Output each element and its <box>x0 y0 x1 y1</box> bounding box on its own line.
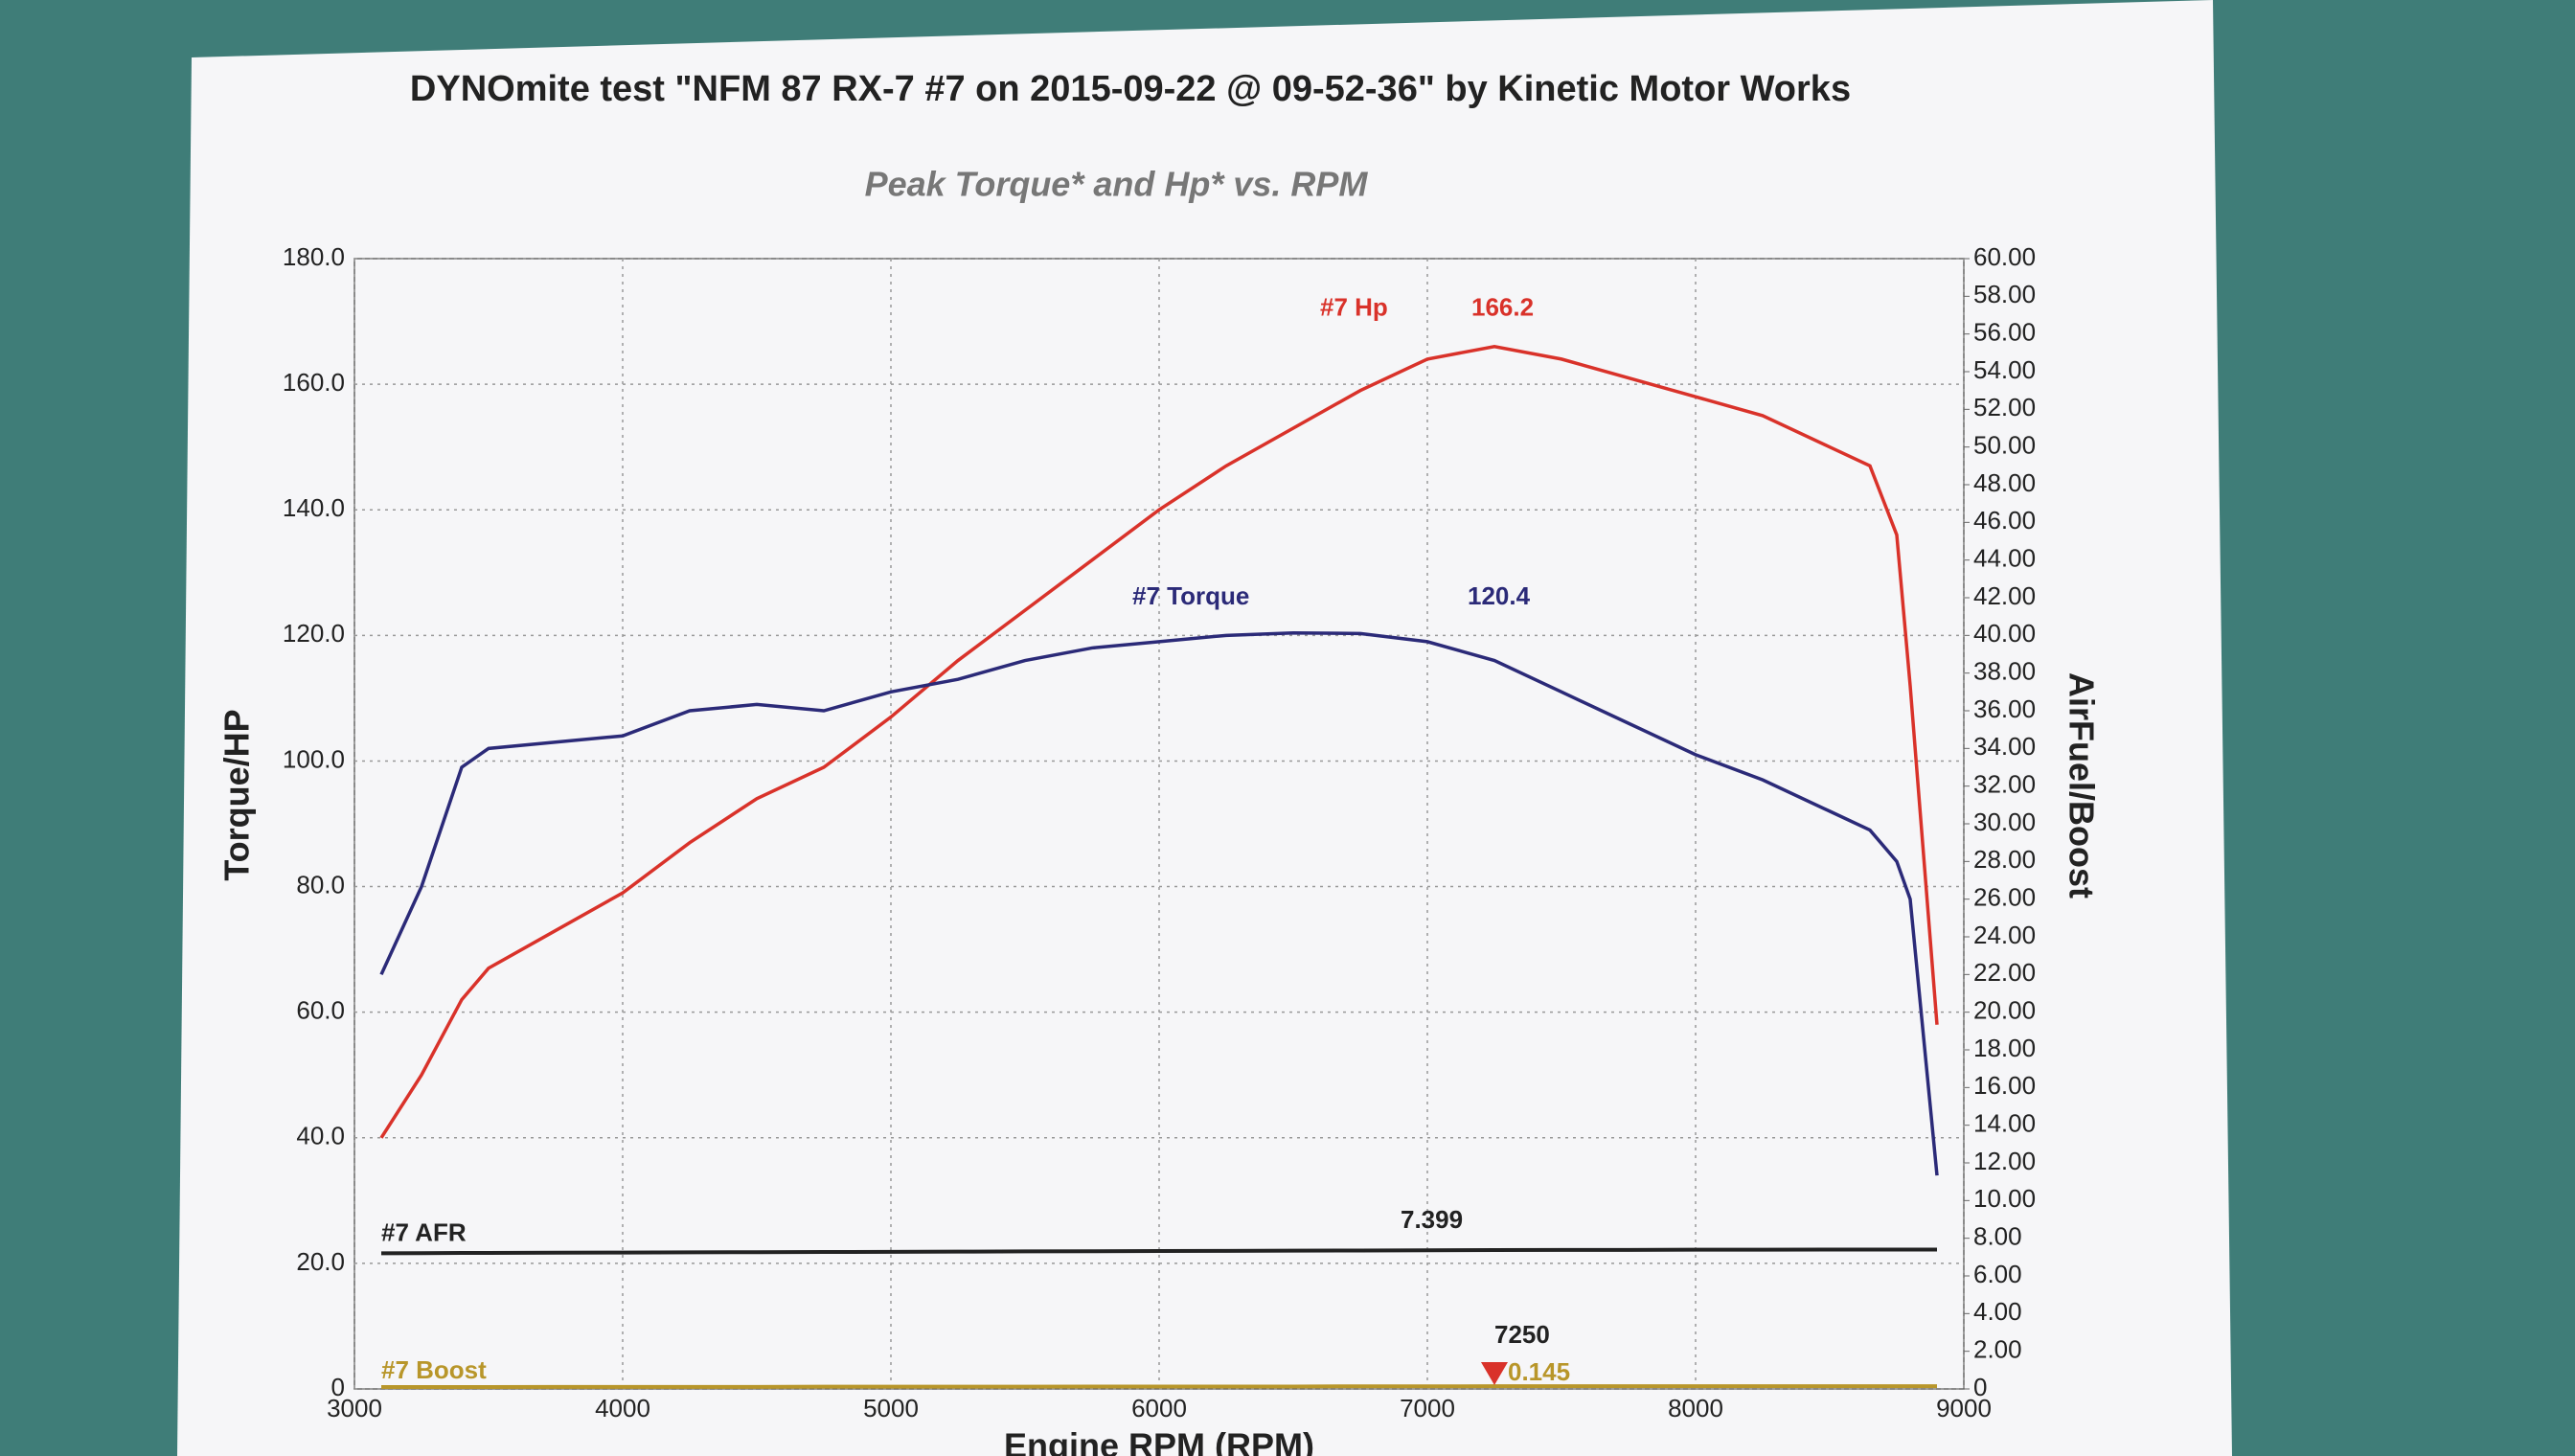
x-tick-label: 5000 <box>863 1394 919 1422</box>
y2-tick-label: 16.00 <box>1973 1071 2036 1100</box>
series-line <box>381 1384 1937 1390</box>
y2-tick-label: 40.00 <box>1973 619 2036 648</box>
y-tick-label: 80.0 <box>296 870 345 899</box>
series-peak-label: 7.399 <box>1401 1205 1463 1234</box>
y-tick-label: 20.0 <box>296 1247 345 1276</box>
y2-tick-label: 50.00 <box>1973 431 2036 460</box>
y2-tick-label: 22.00 <box>1973 958 2036 987</box>
y2-tick-label: 58.00 <box>1973 280 2036 308</box>
series-line <box>379 630 1939 1176</box>
chart-title: DYNOmite test "NFM 87 RX-7 #7 on 2015-09… <box>410 69 1851 109</box>
y2-tick-label: 60.00 <box>1973 242 2036 271</box>
y2-tick-label: 26.00 <box>1973 883 2036 912</box>
y-tick-label: 0 <box>331 1373 345 1401</box>
y2-tick-label: 42.00 <box>1973 581 2036 610</box>
series-line <box>379 344 1939 1139</box>
y-tick-label: 140.0 <box>283 493 345 522</box>
y-tick-label: 40.0 <box>296 1122 345 1150</box>
y2-tick-label: 4.00 <box>1973 1297 2022 1326</box>
y-tick-label: 120.0 <box>283 619 345 648</box>
y2-tick-label: 2.00 <box>1973 1335 2022 1364</box>
y2-tick-label: 54.00 <box>1973 355 2036 384</box>
x-axis-label: Engine RPM (RPM) <box>1004 1426 1314 1456</box>
y2-tick-label: 56.00 <box>1973 318 2036 347</box>
series-line <box>380 1247 1937 1256</box>
y2-tick-label: 14.00 <box>1973 1109 2036 1138</box>
x-tick-label: 3000 <box>327 1394 382 1422</box>
y2-tick-label: 52.00 <box>1973 393 2036 421</box>
y2-tick-label: 8.00 <box>1973 1222 2022 1251</box>
y-tick-label: 180.0 <box>283 242 345 271</box>
series-label: #7 AFR <box>381 1218 467 1247</box>
series-label: #7 Hp <box>1320 292 1388 321</box>
series-peak-label: 0.145 <box>1508 1357 1570 1386</box>
series-peak-label: 120.4 <box>1468 581 1531 610</box>
y2-tick-label: 38.00 <box>1973 657 2036 686</box>
series-label: #7 Boost <box>381 1355 487 1384</box>
x-tick-label: 4000 <box>595 1394 650 1422</box>
series-label: #7 Torque <box>1132 581 1249 610</box>
y2-tick-label: 32.00 <box>1973 770 2036 799</box>
y2-tick-label: 30.00 <box>1973 808 2036 836</box>
y2-tick-label: 0 <box>1973 1373 1987 1401</box>
y2-tick-label: 20.00 <box>1973 996 2036 1025</box>
y2-tick-label: 12.00 <box>1973 1147 2036 1175</box>
x-tick-label: 7000 <box>1400 1394 1455 1422</box>
series-peak-label: 166.2 <box>1471 292 1534 321</box>
y2-tick-label: 44.00 <box>1973 544 2036 573</box>
y2-tick-label: 48.00 <box>1973 468 2036 497</box>
x-tick-label: 6000 <box>1131 1394 1187 1422</box>
y2-tick-label: 34.00 <box>1973 732 2036 761</box>
y2-tick-label: 6.00 <box>1973 1260 2022 1288</box>
y2-tick-label: 10.00 <box>1973 1184 2036 1213</box>
y2-tick-label: 24.00 <box>1973 921 2036 949</box>
x-tick-label: 8000 <box>1668 1394 1723 1422</box>
y2-axis-label: AirFuel/Boost <box>2062 672 2101 899</box>
y-tick-label: 100.0 <box>283 744 345 773</box>
chart-subtitle: Peak Torque* and Hp* vs. RPM <box>865 165 1369 204</box>
y2-tick-label: 36.00 <box>1973 694 2036 723</box>
y2-tick-label: 18.00 <box>1973 1034 2036 1062</box>
y2-tick-label: 46.00 <box>1973 506 2036 535</box>
y-tick-label: 60.0 <box>296 996 345 1025</box>
y2-tick-label: 28.00 <box>1973 845 2036 874</box>
y-tick-label: 160.0 <box>283 368 345 397</box>
y-axis-label: Torque/HP <box>217 709 257 880</box>
cursor-label: 7250 <box>1494 1320 1550 1349</box>
paper <box>177 0 2232 1456</box>
x-tick-label: 9000 <box>1936 1394 1992 1422</box>
cursor-marker <box>1481 1362 1508 1385</box>
